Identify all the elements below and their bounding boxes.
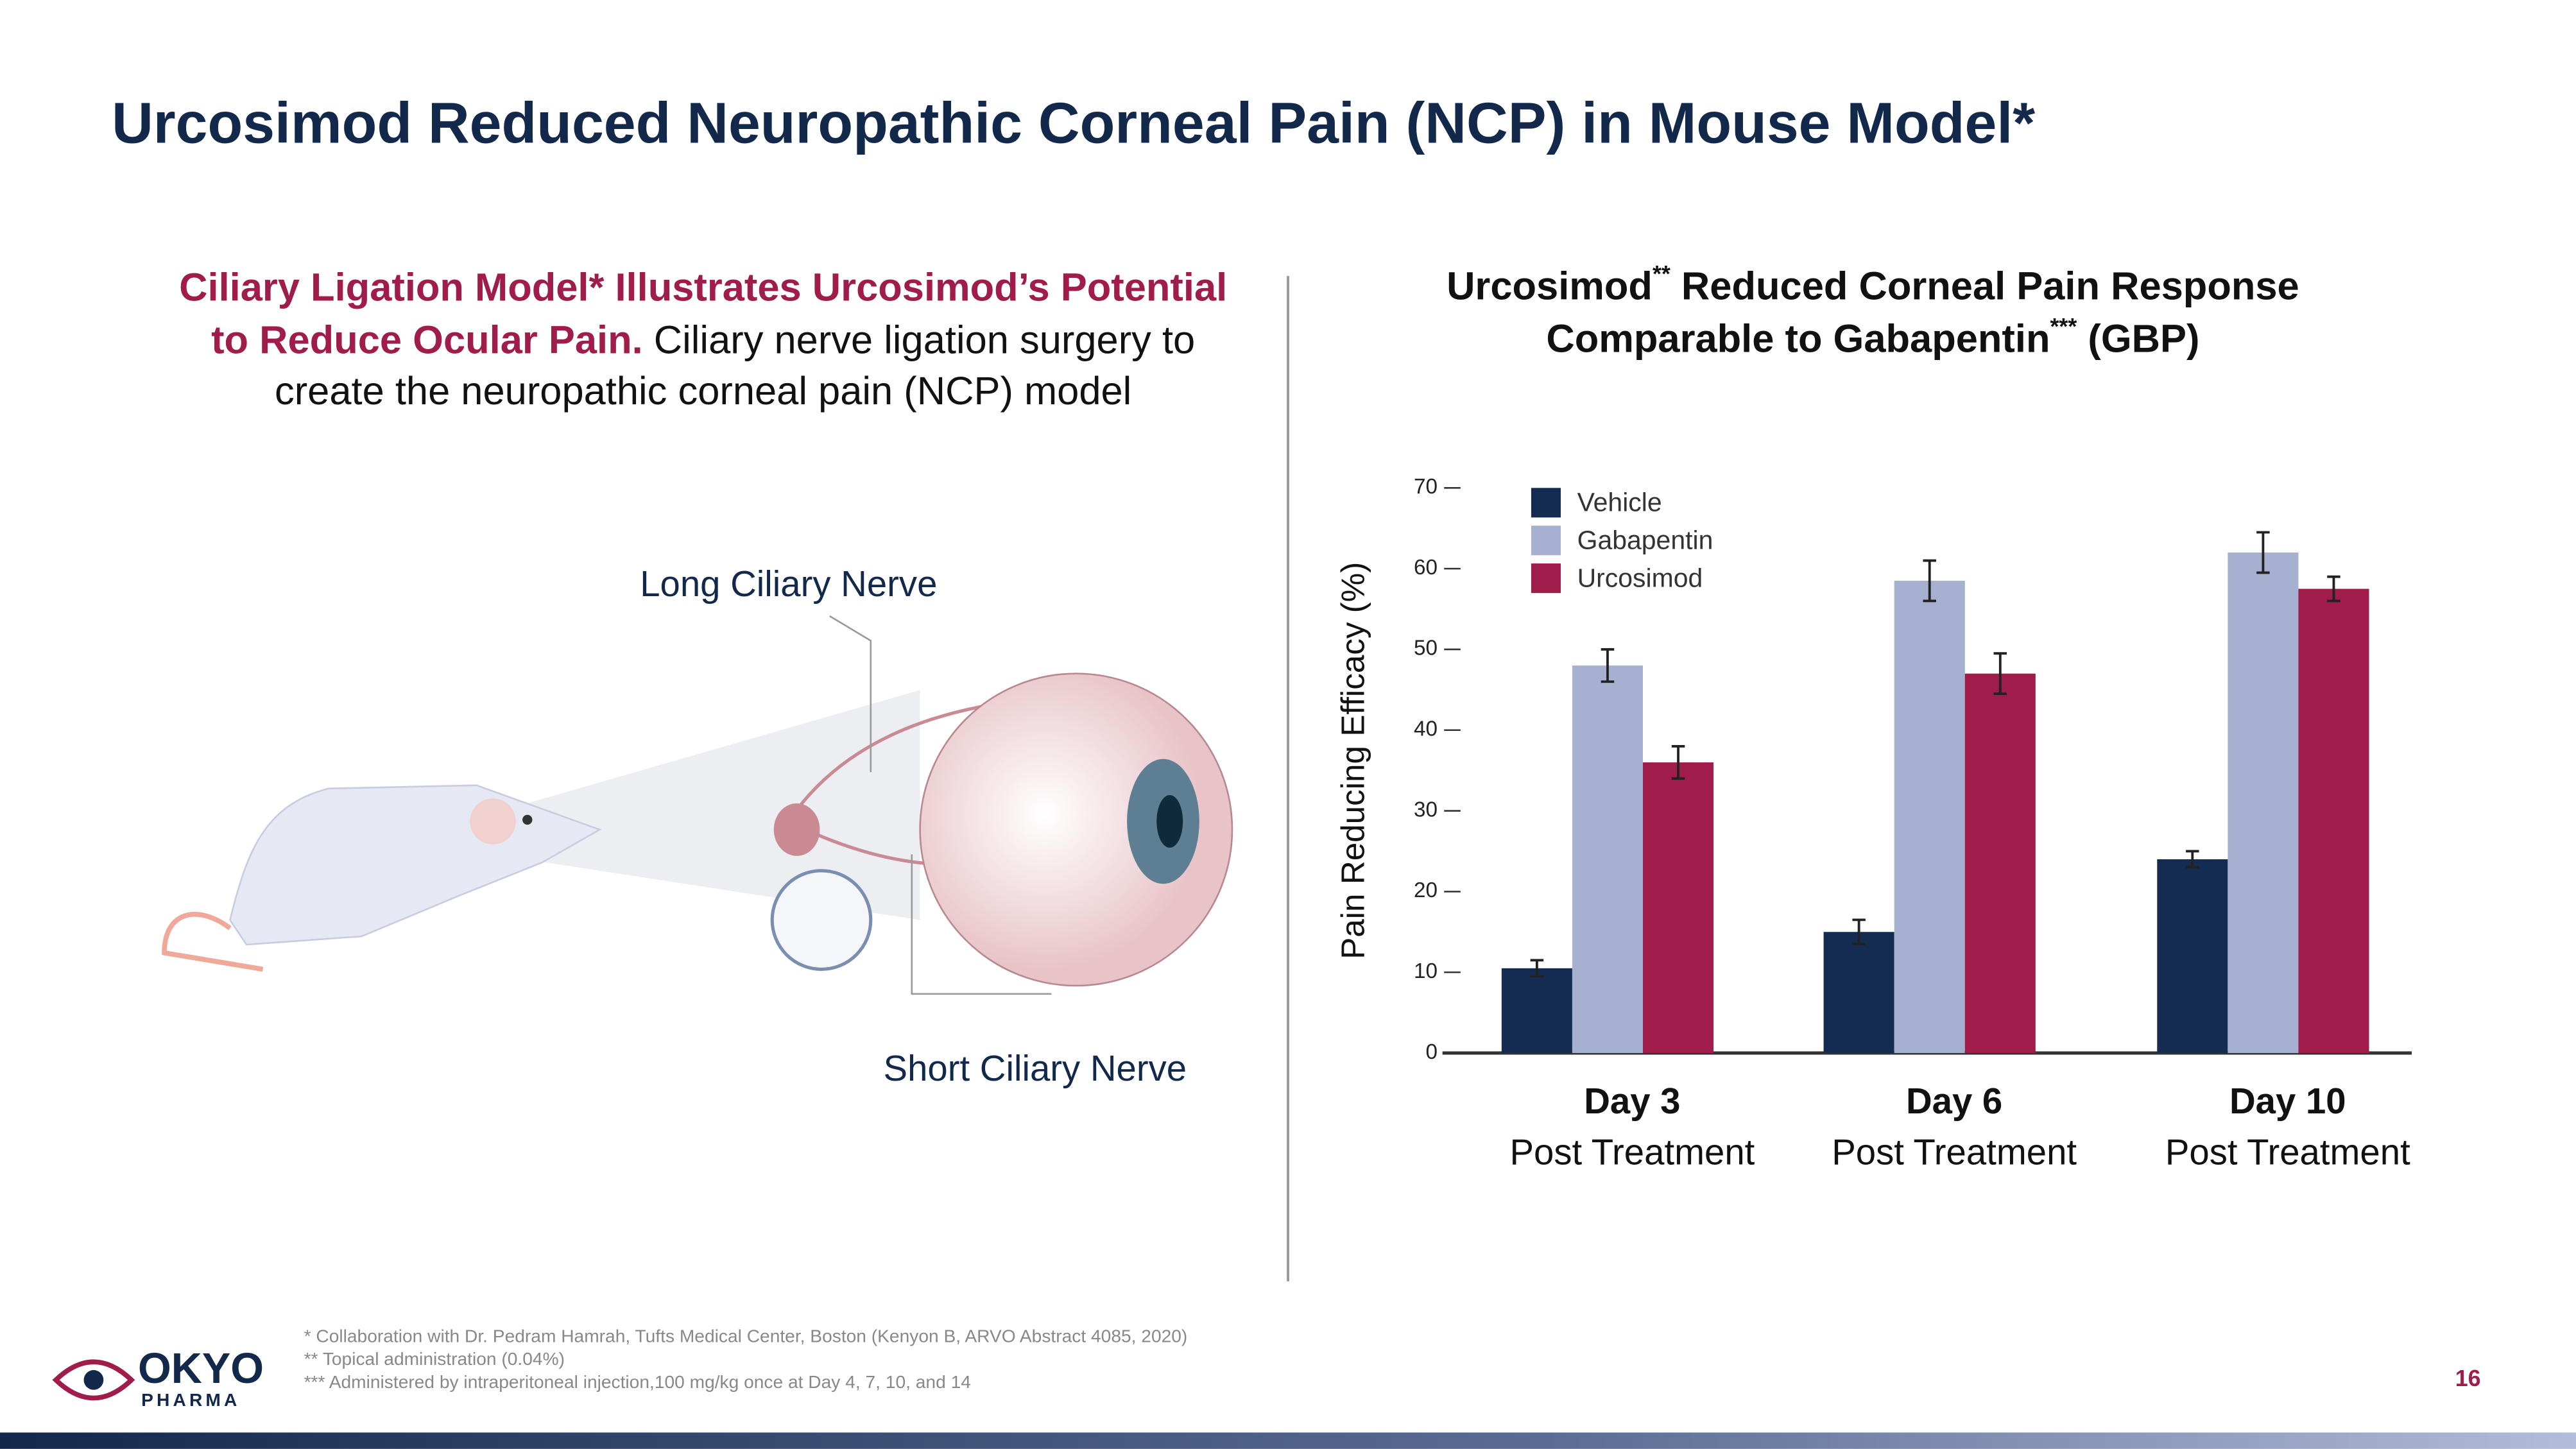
error-bar xyxy=(1923,559,1936,603)
logo-subtext: PHARMA xyxy=(141,1390,240,1410)
bar xyxy=(2228,552,2299,1053)
legend-label: Vehicle xyxy=(1577,488,1662,517)
legend-swatch xyxy=(1531,526,1561,556)
bar xyxy=(1643,762,1714,1053)
error-bar xyxy=(2186,850,2199,869)
superscript: ** xyxy=(1653,262,1670,287)
footnote: *** Administered by intraperitoneal inje… xyxy=(304,1372,971,1392)
y-axis-label: Pain Reducing Efficacy (%) xyxy=(1335,562,1371,959)
error-bar xyxy=(1671,744,1685,780)
chart-title-part: Comparable to Gabapentin xyxy=(1546,317,2050,361)
error-bar xyxy=(1852,918,1866,946)
legend-label: Urcosimod xyxy=(1577,563,1703,592)
footnote: ** Topical administration (0.04%) xyxy=(304,1349,565,1369)
y-tick-label: 10 xyxy=(1414,959,1438,983)
y-tick-label: 30 xyxy=(1414,798,1438,821)
page-number: 16 xyxy=(2455,1366,2481,1391)
left-heading: Ciliary Ligation Model* Illustrates Urco… xyxy=(179,266,1228,363)
bar xyxy=(1894,580,1965,1053)
x-tick-sublabel: Post Treatment xyxy=(1832,1132,2077,1172)
bar xyxy=(1572,665,1643,1053)
error-bar xyxy=(1530,959,1544,978)
y-tick-label: 70 xyxy=(1414,475,1438,499)
chart-title-part: Urcosimod xyxy=(1447,264,1653,309)
legend-swatch xyxy=(1531,488,1561,518)
illustration xyxy=(162,615,1233,995)
y-tick-label: 0 xyxy=(1425,1040,1438,1064)
bar xyxy=(2298,588,2369,1053)
error-bar xyxy=(2327,575,2340,603)
y-tick-label: 40 xyxy=(1414,717,1438,741)
nerve-label: Long Ciliary Nerve xyxy=(640,563,937,604)
chart-title-part: (GBP) xyxy=(2077,317,2199,361)
y-tick-label: 60 xyxy=(1414,556,1438,579)
legend-swatch xyxy=(1531,563,1561,594)
superscript: *** xyxy=(2050,314,2077,339)
footnote: * Collaboration with Dr. Pedram Hamrah, … xyxy=(304,1326,1188,1346)
slide-title: Urcosimod Reduced Neuropathic Corneal Pa… xyxy=(112,92,2036,157)
left-body: Ciliary nerve ligation surgery to create… xyxy=(275,318,1196,415)
x-tick-label: Day 10 xyxy=(2229,1081,2346,1121)
bar xyxy=(1501,968,1572,1053)
chart-title-part: Reduced Corneal Pain Response xyxy=(1670,264,2299,309)
x-tick-label: Day 6 xyxy=(1906,1081,2002,1121)
x-tick-sublabel: Post Treatment xyxy=(1509,1132,1755,1172)
x-tick-sublabel: Post Treatment xyxy=(2165,1132,2410,1172)
y-tick-label: 50 xyxy=(1414,637,1438,660)
logo-text: OKYO xyxy=(138,1345,264,1393)
chart-title: Urcosimod** Reduced Corneal Pain Respons… xyxy=(1447,262,2299,309)
nerve-label: Short Ciliary Nerve xyxy=(884,1048,1187,1088)
y-tick-label: 20 xyxy=(1414,879,1438,902)
bar xyxy=(1823,932,1894,1053)
error-bar xyxy=(2256,531,2270,574)
x-tick-label: Day 3 xyxy=(1584,1081,1680,1121)
bar xyxy=(2157,859,2228,1053)
error-bar xyxy=(1993,652,2007,696)
left-text: Ciliary Ligation Model* Illustrates Urco… xyxy=(161,263,1246,418)
legend-label: Gabapentin xyxy=(1577,526,1713,555)
footer-bar xyxy=(0,1432,2576,1449)
logo: OKYO PHARMA xyxy=(52,1345,264,1410)
chart-title: Comparable to Gabapentin*** (GBP) xyxy=(1546,314,2199,361)
chart: Urcosimod** Reduced Corneal Pain Respons… xyxy=(1335,262,2412,1172)
bar xyxy=(1964,673,2036,1053)
error-bar xyxy=(1601,648,1615,683)
